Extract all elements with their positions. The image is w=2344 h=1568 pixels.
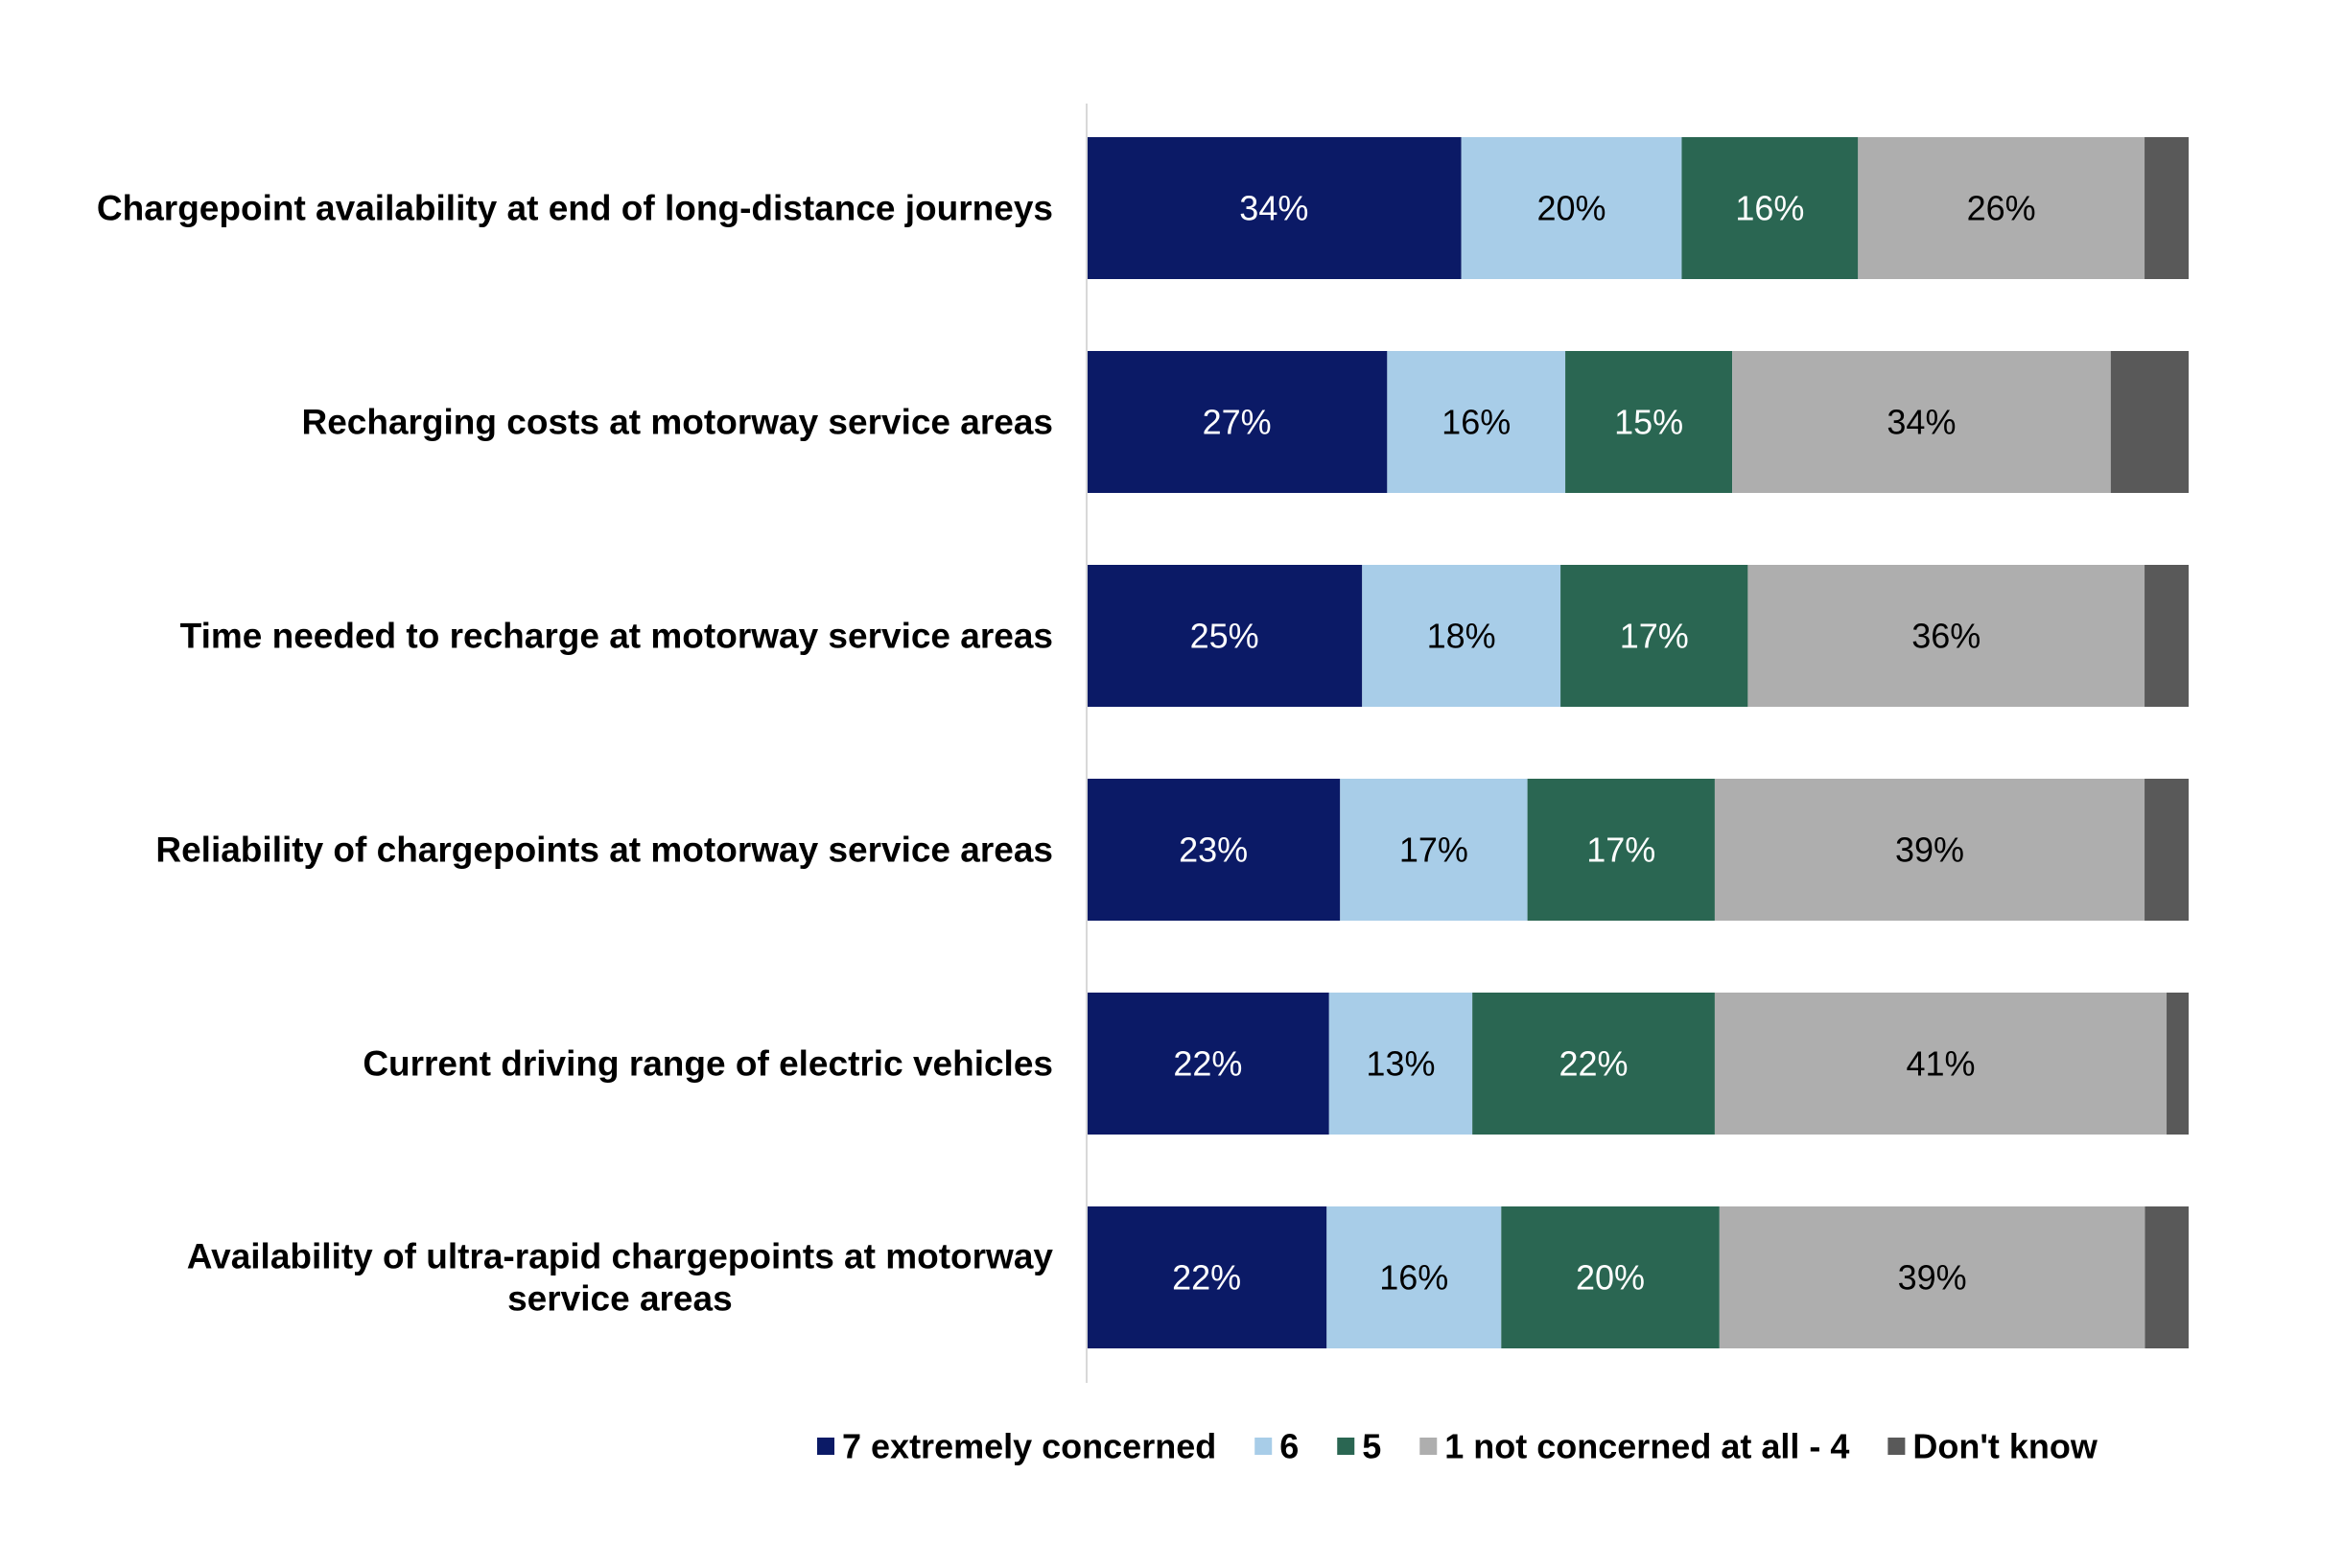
bar-segment (1714, 993, 2168, 1135)
data-label: 16% (1379, 1258, 1448, 1298)
legend-label: 5 (1362, 1427, 1381, 1466)
bar-segment (2110, 351, 2189, 493)
legend-swatch (817, 1438, 834, 1455)
legend-swatch (1254, 1438, 1273, 1455)
bar-segment (1087, 565, 1363, 707)
legend-label: 6 (1279, 1427, 1299, 1466)
bar-segment (2145, 565, 2189, 707)
data-label: 25% (1190, 617, 1259, 656)
data-label: 20% (1576, 1258, 1645, 1298)
bar-segment (1461, 137, 1682, 279)
bar-segment (1087, 351, 1388, 493)
data-label: 27% (1203, 403, 1272, 442)
bar-segment (1340, 779, 1528, 921)
category-label: Recharging costs at motorway service are… (301, 403, 1053, 442)
bar-segment (1858, 137, 2145, 279)
category-label: Current driving range of electric vehicl… (363, 1044, 1053, 1084)
data-label: 22% (1559, 1044, 1629, 1084)
bar-segment (1387, 351, 1566, 493)
data-label: 34% (1239, 189, 1308, 228)
bar-segment (1087, 993, 1329, 1135)
data-label: 34% (1887, 403, 1956, 442)
data-label: 36% (1911, 617, 1981, 656)
bars-layer: 34% 20% 16% 26% 27% 16% 15% 34% 25% 18% 17% 36% 23% 1… (1087, 137, 2189, 1348)
bar-segment (1362, 565, 1561, 707)
category-label: Availability of ultra-rapid chargepoints… (187, 1237, 1054, 1319)
bar-segment (1681, 137, 1859, 279)
legend: 7 extremely concerned 6 5 1 not concerned a… (817, 1427, 2098, 1466)
bar-segment (1719, 1206, 2145, 1348)
data-label: 22% (1172, 1258, 1241, 1298)
category-label: Chargepoint availability at end of long-… (97, 189, 1053, 228)
data-label: 22% (1173, 1044, 1242, 1084)
data-label: 20% (1537, 189, 1606, 228)
data-label: 39% (1895, 831, 1964, 870)
legend-label: 7 extremely concerned (842, 1427, 1216, 1466)
category-labels: Chargepoint availability at end of long-… (97, 189, 1054, 1319)
bar-segment (2145, 1206, 2189, 1348)
data-label: 13% (1366, 1044, 1435, 1084)
bar-segment (1747, 565, 2145, 707)
legend-swatch (1887, 1438, 1906, 1455)
bar-segment (1732, 351, 2111, 493)
bar-segment (1501, 1206, 1720, 1348)
bar-segment (1565, 351, 1733, 493)
bar-segment (1087, 779, 1341, 921)
bar-segment (1527, 779, 1715, 921)
bar-segment (1326, 1206, 1502, 1348)
category-label: Time needed to recharge at motorway serv… (180, 617, 1053, 656)
data-label: 41% (1906, 1044, 1975, 1084)
data-label: 18% (1427, 617, 1496, 656)
data-label: 23% (1179, 831, 1248, 870)
data-label: 39% (1898, 1258, 1967, 1298)
data-label: 17% (1399, 831, 1468, 870)
bar-segment (1714, 779, 2145, 921)
data-label: 15% (1614, 403, 1683, 442)
legend-label: 1 not concerned at all - 4 (1444, 1427, 1849, 1466)
data-label: 17% (1586, 831, 1655, 870)
bar-segment (2145, 137, 2189, 279)
data-label: 17% (1620, 617, 1689, 656)
data-label: 16% (1442, 403, 1511, 442)
legend-swatch (1337, 1438, 1355, 1455)
data-label: 26% (1967, 189, 2036, 228)
bar-segment (1560, 565, 1748, 707)
bar-segment (1087, 1206, 1327, 1348)
bar-segment (1328, 993, 1473, 1135)
legend-swatch (1419, 1438, 1438, 1455)
bar-segment (2145, 779, 2189, 921)
bar-segment (2167, 993, 2189, 1135)
bar-segment (1472, 993, 1715, 1135)
bar-segment (1087, 137, 1462, 279)
category-label: Reliability of chargepoints at motorway … (155, 831, 1053, 870)
legend-label: Don't know (1912, 1427, 2098, 1466)
data-label: 16% (1735, 189, 1804, 228)
